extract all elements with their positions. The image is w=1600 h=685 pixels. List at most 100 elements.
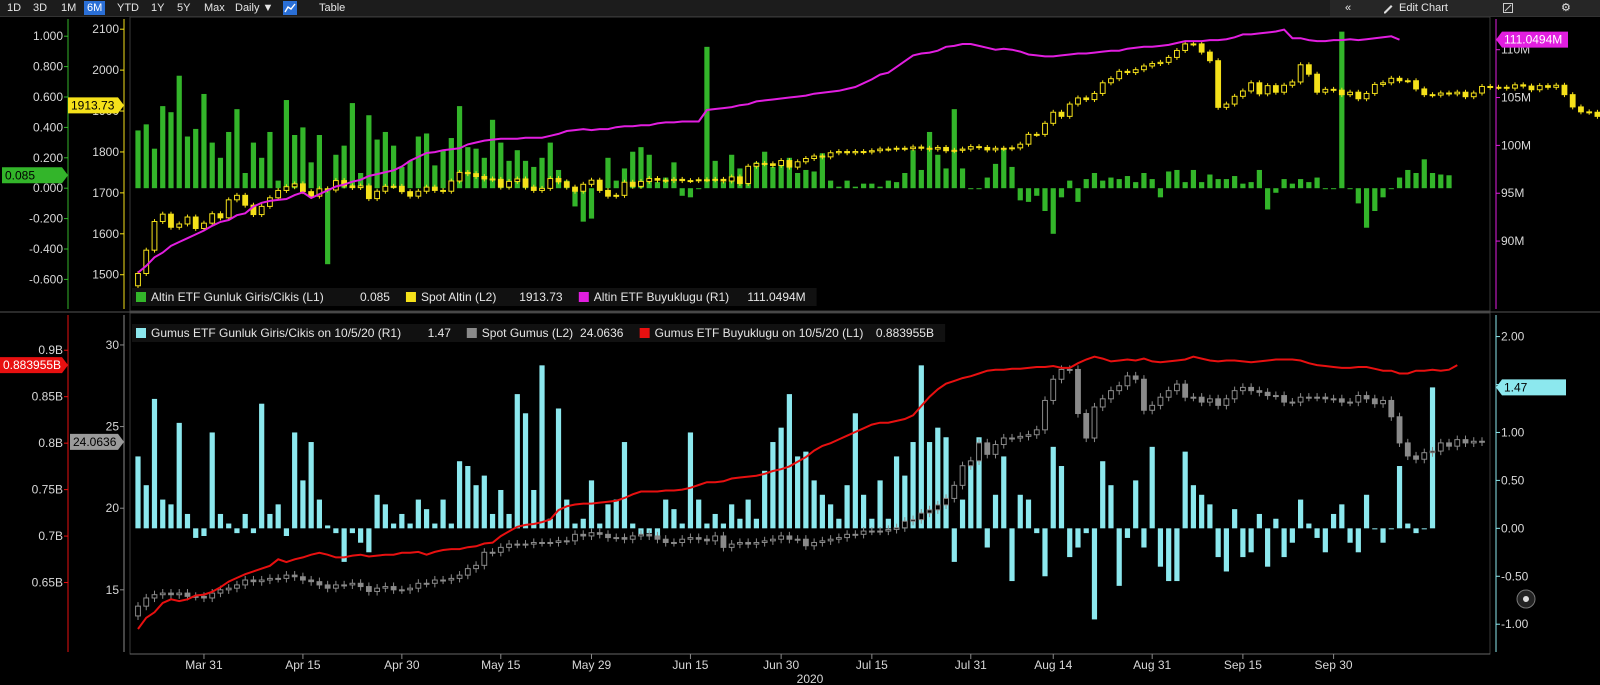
gold-l1-tick-label: 0.400: [33, 120, 63, 134]
silver-flow-bar: [448, 523, 454, 529]
edit-chart-button[interactable]: Edit Chart: [1399, 2, 1448, 14]
edit-chart-icon: [1382, 1, 1394, 15]
silver-flow-bar: [522, 413, 529, 529]
gold-candle: [1058, 111, 1065, 117]
gold-candle: [1388, 77, 1395, 84]
range-ytd-button[interactable]: YTD: [117, 2, 139, 14]
gold-flow-bar: [795, 173, 801, 189]
silver-candle: [514, 543, 521, 546]
frequency-dropdown[interactable]: Daily ▼: [235, 2, 274, 14]
silver-l1-tick-label: 0.9B: [38, 343, 63, 357]
silver-candle: [357, 582, 364, 588]
gold-candle: [654, 178, 661, 181]
gold-flow-bar: [786, 157, 792, 189]
silver-flow-bar: [951, 528, 957, 562]
gold-candle: [1314, 73, 1320, 93]
silver-flow-bar: [770, 442, 776, 529]
gold-candle: [811, 155, 818, 160]
double-chevron-left-icon[interactable]: «: [1345, 2, 1352, 14]
silver-candle: [629, 535, 636, 540]
silver-flow-bar: [1421, 528, 1427, 530]
gold-candle: [1446, 92, 1452, 95]
silver-flow-bar: [498, 489, 504, 529]
gold-candle: [365, 185, 372, 200]
silver-flow-bar: [234, 528, 240, 534]
silver-flow-bar: [712, 513, 718, 529]
x-tick-label: Jul 15: [856, 658, 888, 672]
gold-legend-label: Altin ETF Gunluk Giris/Cikis (L1): [151, 290, 324, 304]
gold-flow-bar: [1396, 177, 1403, 189]
gold-flow-bar: [646, 154, 652, 189]
gold-candle: [250, 204, 257, 216]
gear-icon[interactable]: ⚙: [1561, 2, 1571, 14]
gold-candle: [1272, 85, 1279, 93]
gold-candle: [819, 155, 826, 158]
gold-l1-tick-label: 0.200: [33, 151, 63, 165]
silver-flow-bar: [481, 475, 487, 529]
range-1d-button[interactable]: 1D: [7, 2, 22, 14]
range-1m-button[interactable]: 1M: [61, 2, 77, 14]
gold-flow-bar: [423, 133, 430, 189]
gold-flow-bar: [1182, 182, 1188, 189]
range-6m-button[interactable]: 6M: [84, 1, 106, 15]
silver-flow-bar: [1289, 528, 1295, 543]
silver-flow-bar: [1207, 504, 1213, 529]
gold-candle: [349, 185, 356, 189]
table-button[interactable]: Table: [319, 2, 346, 14]
gold-flow-bar: [1042, 188, 1048, 211]
silver-r1-tick-label: 2.00: [1501, 330, 1525, 344]
gold-flow-bar: [638, 147, 644, 189]
gold-r1-tick-label: 100M: [1501, 138, 1531, 152]
silver-flow-bar: [1025, 499, 1032, 529]
silver-etf-last-value: 0.883955B: [3, 358, 61, 372]
gold-candle: [398, 185, 405, 193]
gold-l1-tick-label: 1.000: [33, 29, 63, 43]
gold-candle: [761, 162, 768, 165]
gold-candle: [835, 151, 842, 154]
gold-candle: [1569, 94, 1576, 108]
range-3d-button[interactable]: 3D: [33, 2, 48, 14]
silver-flow-bar: [1174, 528, 1180, 582]
gold-candle: [1437, 92, 1444, 96]
range-1y-button[interactable]: 1Y: [151, 2, 165, 14]
gold-candle: [1487, 85, 1494, 88]
silver-legend-label: Gumus ETF Gunluk Giris/Cikis on 10/5/20 …: [151, 326, 401, 340]
gold-flow-bar: [943, 168, 949, 189]
silver-candle: [184, 592, 191, 597]
silver-candle: [456, 574, 463, 579]
gold-flow-bar: [374, 139, 380, 189]
silver-candle: [877, 530, 883, 533]
gold-candle: [1289, 81, 1296, 86]
silver-candle: [605, 533, 611, 539]
x-tick-label: Apr 30: [384, 658, 420, 672]
range-5y-button[interactable]: 5Y: [177, 2, 191, 14]
silver-flow-bar: [828, 504, 834, 529]
x-tick-label: May 15: [481, 658, 521, 672]
silver-candle: [901, 520, 908, 529]
gold-candle: [885, 148, 892, 151]
gold-flow-bar: [902, 173, 908, 189]
silver-flow-bar: [275, 504, 281, 529]
silver-candle: [473, 564, 479, 570]
silver-flow-bar: [1306, 523, 1312, 529]
silver-candle: [341, 584, 348, 587]
gold-candle: [926, 147, 933, 150]
gold-candle: [489, 178, 496, 181]
expand-icon[interactable]: [1502, 1, 1514, 15]
range-max-button[interactable]: Max: [204, 2, 225, 14]
x-tick-label: Apr 15: [285, 658, 321, 672]
gold-candle: [1157, 61, 1164, 65]
silver-candle: [654, 535, 661, 540]
gold-flow-bar: [465, 147, 471, 189]
silver-legend-label: Spot Gumus (L2): [482, 326, 573, 340]
silver-candle: [1363, 395, 1370, 400]
line-chart-icon[interactable]: [283, 1, 297, 15]
gold-candle: [893, 147, 900, 150]
silver-flow-bar: [135, 456, 141, 529]
silver-flow-bar: [1372, 528, 1378, 530]
x-tick-label: Aug 31: [1133, 658, 1171, 672]
silver-flow-bar: [1149, 446, 1155, 529]
silver-flow-bar: [696, 499, 702, 529]
gold-candle: [959, 148, 966, 151]
gold-candle: [1223, 103, 1230, 108]
